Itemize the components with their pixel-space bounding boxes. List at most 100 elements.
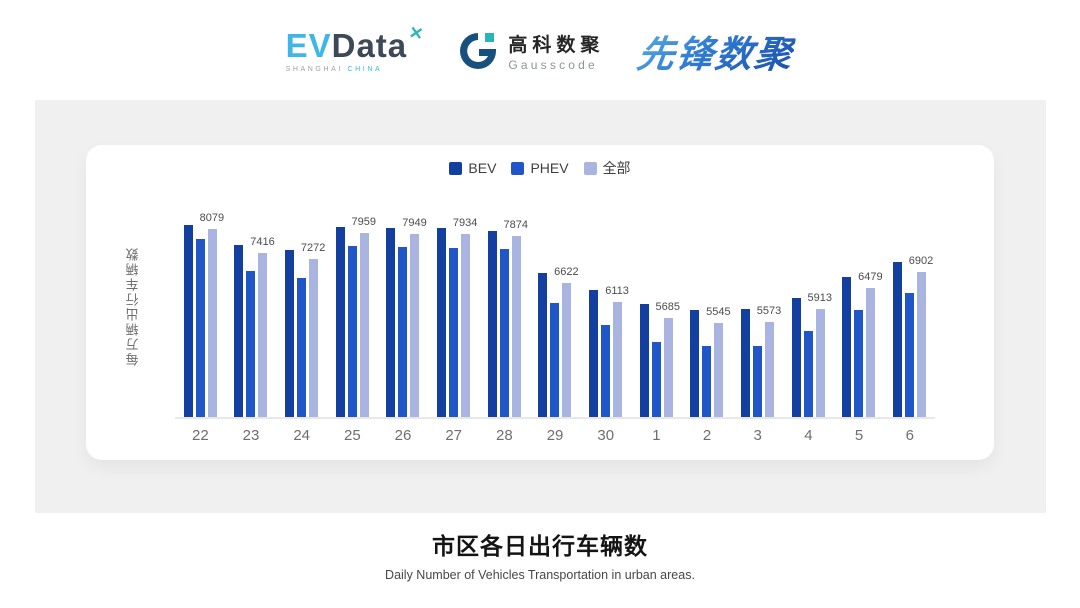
y-axis-label: 每万辆出行车辆数 [125, 246, 141, 366]
bar-group-5: 6479 [842, 195, 883, 417]
bar-bev [183, 225, 193, 417]
bar-bev [335, 227, 345, 417]
bar-all [562, 283, 572, 417]
bar-group-26: 7949 [386, 195, 427, 417]
bar-all [258, 253, 268, 417]
bar-group-29: 6622 [538, 195, 579, 417]
bar-bev [639, 304, 649, 417]
legend-label: BEV [468, 160, 497, 176]
x-axis-line [175, 417, 935, 419]
x-tick-label: 4 [804, 427, 813, 444]
bar-bev [487, 231, 497, 417]
bar-phev [702, 346, 712, 417]
bar-bev [791, 298, 801, 417]
legend-swatch-icon [511, 161, 525, 175]
bar-phev [347, 246, 357, 417]
plot-area: 8079 7416 7272 7959 7949 7934 7874 6622 6113 5685… [175, 195, 935, 444]
bars-area: 8079 7416 7272 7959 7949 7934 7874 6622 6113 5685… [175, 195, 935, 417]
bar-value-label: 7959 [351, 216, 377, 228]
bar-all [359, 233, 369, 417]
gausscode-g-icon [460, 33, 497, 69]
bar-value-label: 7874 [503, 219, 529, 231]
evdata-china-text: CHINA [347, 66, 383, 73]
bar-bev [437, 228, 447, 417]
bar-phev [297, 278, 307, 417]
bar-phev [601, 325, 611, 417]
x-tick-label: 28 [496, 427, 513, 444]
legend-item-all[interactable]: 全部 [583, 158, 631, 178]
bar-value-label: 6479 [858, 271, 883, 283]
bar-group-22: 8079 [183, 195, 224, 417]
bar-phev [651, 342, 661, 417]
bar-value-label: 7416 [250, 236, 275, 248]
bar-bev [234, 245, 244, 417]
bar-value-label: 7949 [402, 217, 427, 229]
bar-group-23: 7416 [234, 195, 275, 417]
x-tick-label: 30 [597, 427, 615, 444]
header-logos: EV Data ✕ SHANGHAI CHINA 高科数聚 Gausscode … [0, 18, 1080, 84]
bar-group-2: 5545 [690, 195, 731, 417]
bar-all [613, 302, 623, 417]
bar-group-24: 7272 [285, 195, 325, 417]
bar-group-30: 6113 [589, 195, 629, 417]
bar-phev [499, 249, 509, 417]
bar-all [207, 229, 217, 417]
bar-value-label: 5545 [706, 306, 731, 318]
bar-bev [386, 228, 396, 417]
bar-value-label: 7934 [452, 217, 478, 229]
bar-group-6: 6902 [893, 195, 933, 417]
bar-all [917, 272, 927, 417]
x-tick-label: 5 [854, 427, 864, 444]
bar-value-label: 6902 [908, 255, 934, 267]
gausscode-cn-text: 高科数聚 [508, 35, 605, 56]
bar-phev [905, 293, 915, 417]
legend-item-phev[interactable]: PHEV [511, 160, 569, 176]
bar-all [309, 259, 319, 417]
bar-value-label: 8079 [199, 212, 225, 224]
legend-label: PHEV [530, 160, 569, 176]
bar-phev [753, 346, 763, 417]
bar-all [866, 288, 876, 417]
bar-value-label: 5685 [655, 301, 680, 313]
bar-value-label: 6113 [605, 285, 629, 297]
x-tick-label: 26 [394, 427, 412, 444]
x-tick-label: 1 [652, 427, 661, 444]
bar-group-27: 7934 [437, 195, 477, 417]
footer: 市区各日出行车辆数 Daily Number of Vehicles Trans… [0, 527, 1080, 582]
chart-panel: BEV PHEV 全部 每万辆出行车辆数 8079 7416 7272 7959 7949 7… [35, 100, 1046, 513]
chart-card: BEV PHEV 全部 每万辆出行车辆数 8079 7416 7272 7959 7949 7… [86, 145, 994, 460]
bar-phev [854, 310, 864, 417]
bar-all [815, 309, 825, 417]
x-axis-labels: 22 23 24 25 26 27 28 29 30 1 2 3 4 5 6 [175, 427, 935, 444]
bar-group-3: 5573 [741, 195, 781, 417]
chart-subtitle: Daily Number of Vehicles Transportation … [385, 568, 695, 582]
x-tick-label: 23 [242, 427, 260, 444]
evdata-ev-text: EV [285, 27, 332, 64]
x-tick-label: 6 [905, 427, 914, 444]
bar-value-label: 5913 [807, 292, 832, 304]
x-tick-label: 2 [702, 427, 712, 444]
x-tick-label: 27 [445, 427, 463, 444]
chart-title: 市区各日出行车辆数 [432, 533, 648, 559]
bar-value-label: 5573 [756, 305, 782, 317]
bar-phev [195, 239, 205, 417]
evdata-propeller-icon: ✕ [407, 22, 425, 45]
x-tick-label: 3 [753, 427, 762, 444]
bar-phev [398, 247, 408, 417]
bar-phev [550, 303, 560, 417]
bar-bev [842, 277, 852, 417]
bar-phev [246, 271, 256, 417]
legend-item-bev[interactable]: BEV [449, 160, 496, 176]
x-tick-label: 25 [344, 427, 361, 444]
evdata-shanghai-text: SHANGHAI [285, 66, 343, 73]
bar-group-28: 7874 [487, 195, 528, 417]
bar-bev [690, 310, 700, 417]
evdata-data-text: Data [331, 27, 408, 64]
x-tick-label: 24 [293, 427, 311, 444]
bar-all [765, 322, 775, 417]
gausscode-logo: 高科数聚 Gausscode [457, 30, 604, 72]
bar-group-25: 7959 [335, 195, 376, 417]
bar-bev [538, 273, 548, 417]
xianfeng-shuju-logo: 先锋数聚 [635, 24, 799, 78]
bar-value-label: 7272 [300, 242, 326, 254]
